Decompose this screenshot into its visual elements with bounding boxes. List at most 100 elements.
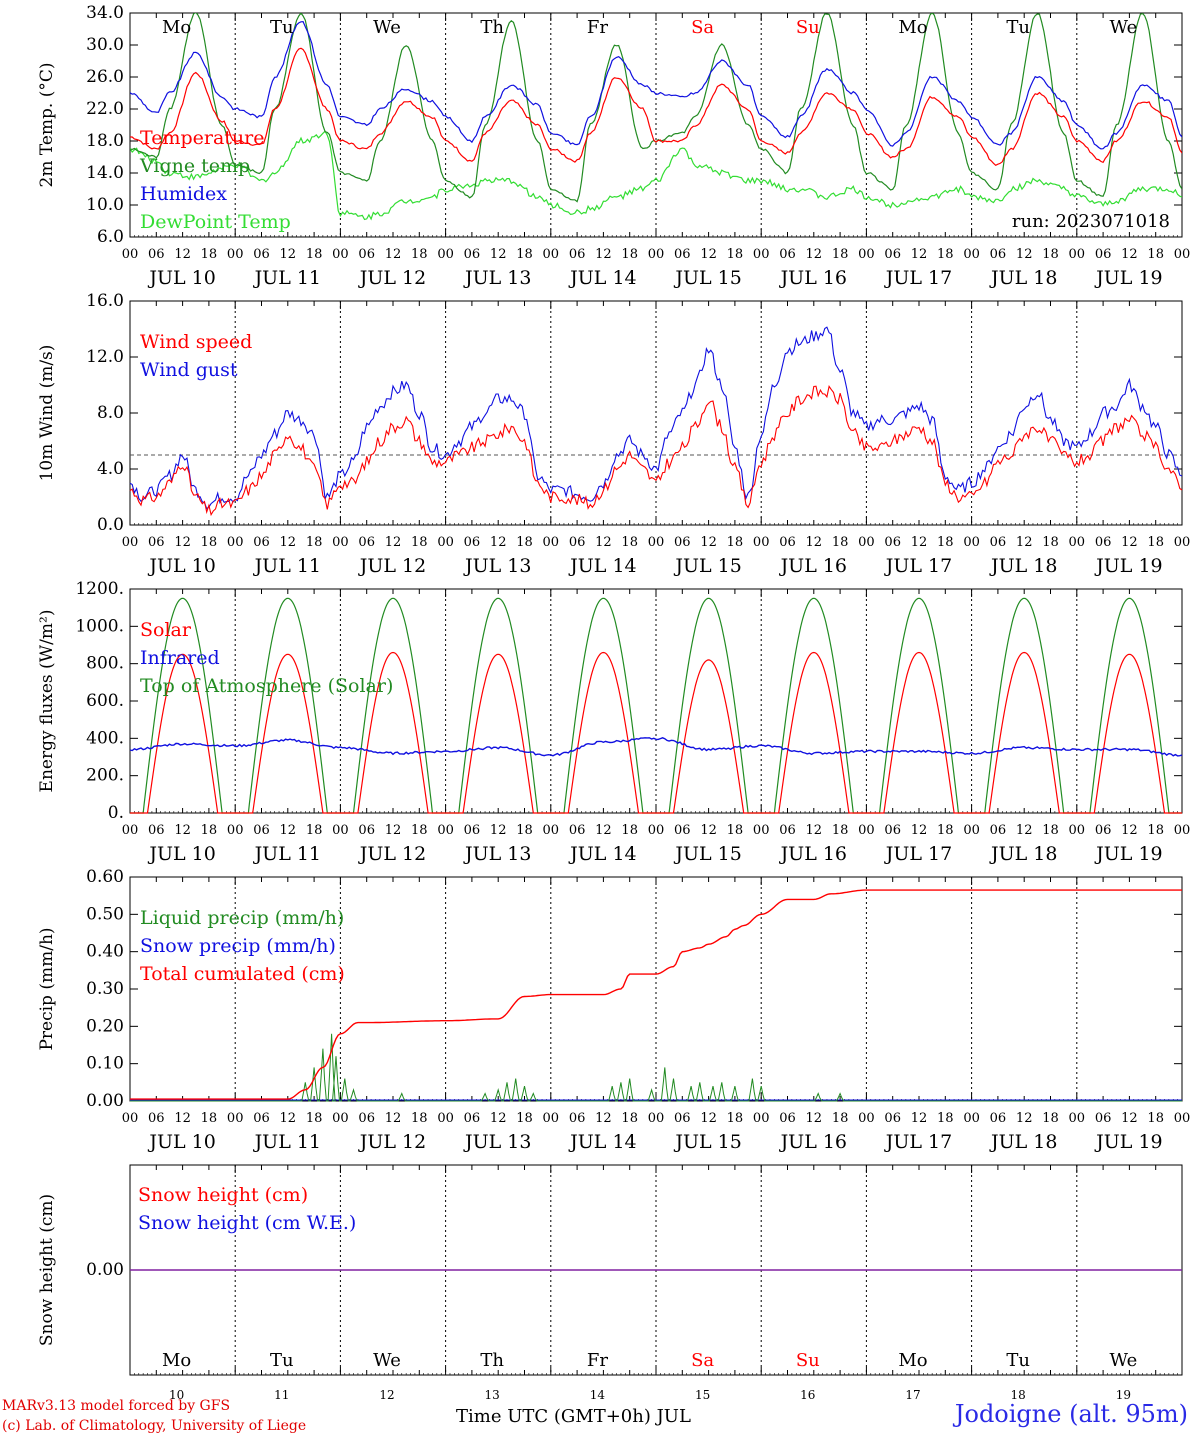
hour-tick-label: 00 xyxy=(122,535,139,550)
hour-tick-label: 00 xyxy=(963,1111,980,1126)
weekday-label: Sa xyxy=(691,1350,714,1371)
date-label: JUL 18 xyxy=(989,555,1057,577)
hour-tick-label: 18 xyxy=(832,823,849,838)
hour-tick-label: 00 xyxy=(648,823,665,838)
legend-entry: Top of Atmosphere (Solar) xyxy=(140,675,393,697)
hour-tick-label: 12 xyxy=(1016,823,1033,838)
series-line-wind-speed xyxy=(129,385,1183,517)
hour-tick-label: 18 xyxy=(727,823,744,838)
date-label: JUL 12 xyxy=(358,267,426,289)
y-tick-label: 30.0 xyxy=(86,35,124,55)
y-tick-label: 0.00 xyxy=(86,1091,124,1111)
hour-tick-label: 00 xyxy=(1069,823,1086,838)
legend-entry: Total cumulated (cm) xyxy=(140,963,345,985)
hour-tick-label: 06 xyxy=(1095,1111,1112,1126)
hour-tick-label: 12 xyxy=(595,1111,612,1126)
panel-2: 00 06 12 18 00 06 12 18 00 06 12 18 00 06 12 18 00 06 12 18… xyxy=(37,291,1190,577)
hour-tick-label: 06 xyxy=(358,1111,375,1126)
hour-tick-label: 12 xyxy=(174,535,191,550)
hour-tick-label: 06 xyxy=(253,1111,270,1126)
weekday-label: Tu xyxy=(270,1350,294,1371)
legend-entry: Snow height (cm) xyxy=(138,1184,308,1206)
hour-tick-label: 18 xyxy=(621,823,638,838)
hour-tick-label: 00 xyxy=(753,247,770,262)
legend-entry: Wind gust xyxy=(140,359,238,381)
weekday-label: Mo xyxy=(898,1350,927,1371)
hour-tick-label: 18 xyxy=(201,247,218,262)
legend-entry: Snow height (cm W.E.) xyxy=(138,1212,356,1234)
date-label: JUL 13 xyxy=(463,555,531,577)
weekday-label: Th xyxy=(480,17,504,38)
hour-tick-label: 06 xyxy=(1095,535,1112,550)
hour-tick-label: 06 xyxy=(884,535,901,550)
hour-tick-label: 12 xyxy=(280,247,297,262)
date-label: JUL 14 xyxy=(568,843,636,865)
y-tick-label: 26.0 xyxy=(86,67,124,87)
hour-tick-label: 00 xyxy=(1174,823,1191,838)
series-line-wind-gust xyxy=(129,326,1183,510)
hour-tick-label: 18 xyxy=(727,247,744,262)
hour-tick-label: 00 xyxy=(1174,247,1191,262)
day-number-label: 14 xyxy=(590,1388,606,1402)
weekday-label: We xyxy=(1110,1350,1138,1371)
weekday-label: We xyxy=(1110,17,1138,38)
hour-tick-label: 06 xyxy=(569,1111,586,1126)
panel-5: 0.00 Snow height (cm) Snow height (cm) Snow… xyxy=(37,1164,1183,1402)
legend-entry: Vigne temp xyxy=(139,155,250,177)
hour-tick-label: 12 xyxy=(1121,1111,1138,1126)
date-label: JUL 11 xyxy=(253,1131,321,1153)
y-tick-label: 0.50 xyxy=(86,904,124,924)
hour-tick-label: 00 xyxy=(437,1111,454,1126)
y-tick-label: 0. xyxy=(108,803,124,823)
weekday-label: Fr xyxy=(587,17,608,38)
hour-tick-label: 00 xyxy=(332,247,349,262)
hour-tick-label: 00 xyxy=(753,1111,770,1126)
hour-tick-label: 06 xyxy=(990,247,1007,262)
hour-tick-label: 12 xyxy=(911,535,928,550)
weekday-label: Tu xyxy=(270,17,294,38)
hour-tick-label: 18 xyxy=(1042,1111,1059,1126)
hour-tick-label: 12 xyxy=(280,1111,297,1126)
hour-tick-label: 06 xyxy=(358,535,375,550)
hour-tick-label: 12 xyxy=(1121,823,1138,838)
weekday-label: Th xyxy=(480,1350,504,1371)
hour-tick-label: 00 xyxy=(1069,247,1086,262)
date-label: JUL 11 xyxy=(253,267,321,289)
date-label: JUL 12 xyxy=(358,843,426,865)
hour-tick-label: 00 xyxy=(858,247,875,262)
hour-tick-label: 12 xyxy=(1121,247,1138,262)
hour-tick-label: 06 xyxy=(990,535,1007,550)
y-axis-label: 2m Temp. (°C) xyxy=(37,62,57,187)
date-label: JUL 17 xyxy=(884,1131,952,1153)
hour-tick-label: 12 xyxy=(174,247,191,262)
hour-tick-label: 12 xyxy=(490,1111,507,1126)
hour-tick-label: 12 xyxy=(280,535,297,550)
weekday-label: Tu xyxy=(1006,1350,1030,1371)
hour-tick-label: 06 xyxy=(990,823,1007,838)
hour-tick-label: 06 xyxy=(674,535,691,550)
day-number-label: 16 xyxy=(800,1388,815,1402)
hour-tick-label: 18 xyxy=(832,247,849,262)
weekday-label: We xyxy=(373,17,401,38)
legend-entry: Humidex xyxy=(140,183,227,205)
y-tick-label: 0.30 xyxy=(86,979,124,999)
hour-tick-label: 18 xyxy=(516,1111,533,1126)
series-line-solar xyxy=(130,651,1182,814)
y-tick-label: 6.0 xyxy=(97,227,124,247)
y-tick-label: 0.0 xyxy=(97,515,124,535)
hour-tick-label: 00 xyxy=(543,535,560,550)
hour-tick-label: 18 xyxy=(306,535,323,550)
hour-tick-label: 12 xyxy=(700,823,717,838)
date-label: JUL 11 xyxy=(253,843,321,865)
hour-tick-label: 12 xyxy=(806,1111,823,1126)
hour-tick-label: 00 xyxy=(122,823,139,838)
hour-tick-label: 18 xyxy=(937,823,954,838)
hour-tick-label: 00 xyxy=(332,823,349,838)
hour-tick-label: 00 xyxy=(753,823,770,838)
weekday-label: Su xyxy=(796,17,820,38)
date-label: JUL 11 xyxy=(253,555,321,577)
date-label: JUL 10 xyxy=(147,1131,215,1153)
hour-tick-label: 00 xyxy=(963,823,980,838)
hour-tick-label: 00 xyxy=(858,823,875,838)
legend-entry: Infrared xyxy=(140,647,220,669)
